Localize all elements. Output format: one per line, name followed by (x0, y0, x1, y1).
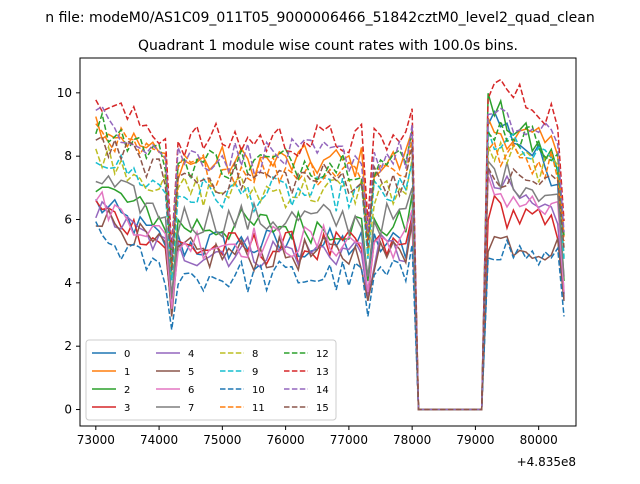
x-offset-label: +4.835e8 (517, 455, 576, 469)
legend-box (85, 339, 337, 421)
legend-label-1: 1 (124, 367, 130, 378)
y-tick-label: 2 (64, 339, 72, 353)
x-tick-label: 76000 (267, 433, 305, 447)
legend-label-0: 0 (124, 349, 130, 360)
figure-suptitle: n file: modeM0/AS1C09_011T05_9000006466_… (45, 10, 594, 26)
plot-frame (79, 57, 577, 427)
legend-label-6: 6 (188, 385, 194, 396)
legend-label-14: 14 (316, 385, 329, 396)
x-tick-label: 78000 (393, 433, 431, 447)
legend-label-8: 8 (252, 349, 258, 360)
legend-label-9: 9 (252, 367, 258, 378)
plot-lines (95, 78, 565, 411)
legend-label-3: 3 (124, 403, 130, 414)
legend-label-12: 12 (316, 349, 329, 360)
series-line-14 (95, 105, 565, 411)
chart-title: Quadrant 1 module wise count rates with … (138, 38, 518, 54)
y-axis: 0 2 4 6 8 10 (57, 86, 80, 417)
y-tick-label: 8 (64, 149, 72, 163)
y-tick-label: 0 (64, 403, 72, 417)
x-tick-label: 80000 (520, 433, 558, 447)
y-tick-label: 6 (64, 213, 72, 227)
x-tick-label: 73000 (77, 433, 115, 447)
legend-label-10: 10 (252, 385, 265, 396)
legend-label-5: 5 (188, 367, 194, 378)
x-tick-label: 77000 (330, 433, 368, 447)
legend-label-15: 15 (316, 403, 329, 414)
x-axis: 73000 74000 75000 76000 77000 78000 79000 80000 (77, 426, 558, 447)
series-line-15 (95, 135, 565, 411)
legend-label-2: 2 (124, 385, 130, 396)
x-tick-label: 74000 (140, 433, 178, 447)
legend-label-13: 13 (316, 367, 329, 378)
y-tick-label: 4 (64, 276, 72, 290)
x-tick-label: 79000 (456, 433, 494, 447)
x-tick-label: 75000 (203, 433, 241, 447)
legend-label-7: 7 (188, 403, 194, 414)
y-tick-label: 10 (57, 86, 72, 100)
legend-label-4: 4 (188, 349, 194, 360)
legend-label-11: 11 (252, 403, 265, 414)
series-line-10 (95, 221, 565, 411)
